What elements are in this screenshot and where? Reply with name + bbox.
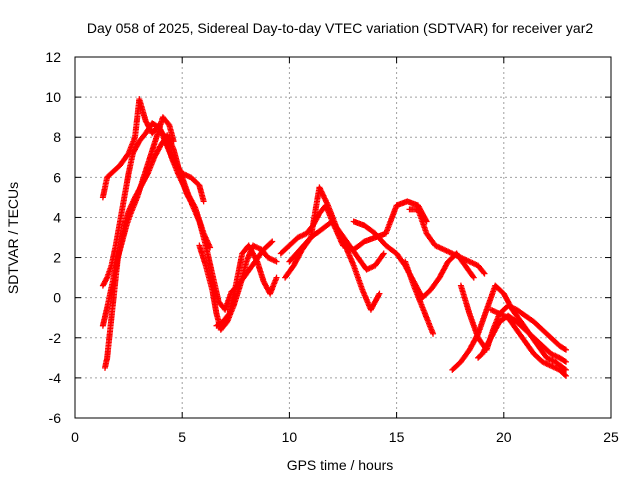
axis-ticks: 0 5 10 15 20 25 -6 -4 -2 0 2 4 6 8 10 12 xyxy=(45,49,619,445)
data-point-markers xyxy=(449,282,569,373)
data-point-markers xyxy=(286,198,430,265)
series-track-p xyxy=(487,302,569,353)
y-tick-label: -4 xyxy=(49,370,62,386)
x-tick-label: 25 xyxy=(603,429,619,445)
x-tick-label: 15 xyxy=(389,429,405,445)
data-point-markers xyxy=(406,206,488,277)
y-tick-label: 2 xyxy=(53,250,61,266)
x-axis-title: GPS time / hours xyxy=(287,457,394,473)
series-track-j xyxy=(286,198,430,265)
data-point-markers xyxy=(487,302,569,353)
series-track-m xyxy=(406,206,488,277)
y-tick-label: 6 xyxy=(53,169,61,185)
chart-title: Day 058 of 2025, Sidereal Day-to-day VTE… xyxy=(87,20,593,36)
series-track-q xyxy=(475,312,569,365)
x-tick-label: 5 xyxy=(178,429,186,445)
y-tick-label: -2 xyxy=(49,330,62,346)
y-tick-label: 10 xyxy=(45,89,61,105)
data-points xyxy=(99,96,569,379)
y-axis-title: SDTVAR / TECUs xyxy=(5,182,21,294)
series-track-d xyxy=(102,114,177,371)
data-point-markers xyxy=(402,258,437,337)
x-tick-label: 10 xyxy=(282,429,298,445)
data-point-markers xyxy=(213,242,280,329)
data-point-markers xyxy=(457,282,569,379)
data-point-markers xyxy=(282,184,383,313)
series-track-l xyxy=(402,258,437,337)
y-tick-label: -6 xyxy=(49,410,62,426)
series-track-i xyxy=(282,184,383,313)
y-tick-label: 8 xyxy=(53,129,61,145)
y-tick-label: 0 xyxy=(53,290,61,306)
plot-frame xyxy=(74,56,612,419)
y-tick-label: 12 xyxy=(45,49,61,65)
x-tick-label: 20 xyxy=(496,429,512,445)
x-tick-label: 0 xyxy=(71,429,79,445)
series-track-o xyxy=(457,282,569,379)
data-point-markers xyxy=(102,114,177,371)
series-track-g xyxy=(213,242,280,329)
y-tick-label: 4 xyxy=(53,209,61,225)
series-track-n xyxy=(449,282,569,373)
data-point-markers xyxy=(475,312,569,365)
